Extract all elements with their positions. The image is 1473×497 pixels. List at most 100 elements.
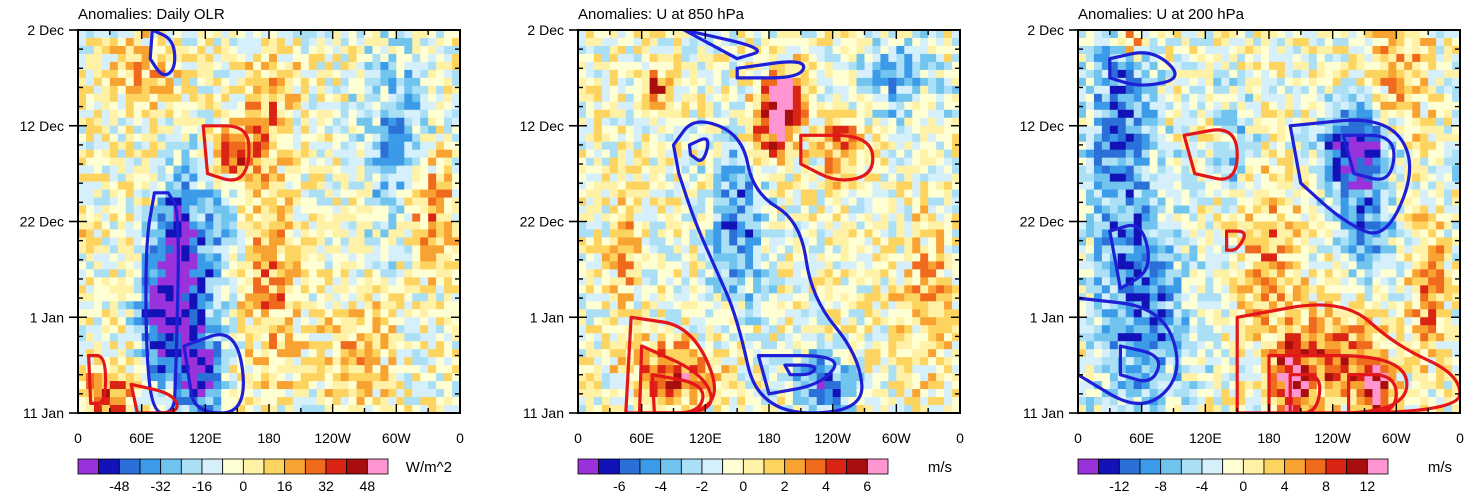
heatmap-cell — [944, 349, 953, 358]
heatmap-cell — [721, 381, 730, 390]
heatmap-cell — [404, 141, 413, 151]
heatmap-cell — [428, 149, 437, 159]
heatmap-cell — [197, 173, 206, 183]
heatmap-cell — [101, 397, 111, 406]
heatmap-cell — [792, 61, 802, 71]
heatmap-cell — [332, 205, 342, 215]
heatmap-cell — [276, 397, 286, 406]
heatmap-cell — [808, 133, 818, 143]
heatmap-cell — [681, 397, 691, 406]
heatmap-cell — [681, 117, 691, 127]
heatmap-cell — [880, 389, 889, 398]
heatmap-cell — [125, 365, 135, 374]
heatmap-cell — [896, 357, 905, 366]
heatmap-cell — [896, 30, 905, 39]
heatmap-cell — [729, 253, 738, 262]
heatmap-cell — [713, 93, 722, 103]
heatmap-cell — [713, 149, 722, 159]
heatmap-cell — [729, 157, 738, 167]
heatmap-cell — [808, 357, 818, 366]
heatmap-cell — [848, 237, 858, 247]
heatmap-cell — [245, 245, 254, 255]
heatmap-cell — [181, 157, 191, 167]
heatmap-cell — [412, 357, 421, 366]
heatmap-cell — [396, 77, 405, 87]
heatmap-cell — [657, 245, 667, 255]
heatmap-cell — [292, 101, 302, 111]
heatmap-cell — [213, 277, 222, 286]
heatmap-cell — [205, 389, 214, 398]
heatmap-cell — [101, 325, 111, 334]
heatmap-cell — [245, 61, 254, 71]
heatmap-cell — [261, 197, 270, 207]
heatmap-cell — [237, 133, 246, 143]
heatmap-cell — [776, 309, 786, 318]
heatmap-cell — [284, 253, 294, 262]
heatmap-cell — [444, 301, 453, 310]
heatmap-cell — [420, 77, 429, 87]
heatmap-cell — [872, 197, 882, 207]
heatmap-cell — [237, 197, 246, 207]
heatmap-cell — [649, 285, 659, 294]
x-tick-label: 0 — [956, 430, 964, 446]
heatmap-cell — [904, 261, 913, 270]
heatmap-cell — [428, 277, 437, 286]
heatmap-cell — [689, 93, 698, 103]
heatmap-cell — [705, 325, 714, 334]
heatmap-cell — [761, 253, 770, 262]
heatmap-cell — [237, 189, 246, 199]
heatmap-cell — [761, 101, 770, 111]
heatmap-cell — [689, 349, 698, 358]
heatmap-cell — [133, 93, 143, 103]
heatmap-cell — [665, 173, 675, 183]
heatmap-cell — [292, 365, 302, 374]
heatmap-cell — [641, 165, 651, 175]
heatmap-cell — [920, 285, 929, 294]
heatmap-cell — [412, 397, 421, 406]
heatmap-cell — [396, 405, 405, 413]
heatmap-cell — [769, 301, 778, 310]
heatmap-cell — [436, 301, 445, 310]
heatmap-cell — [356, 85, 366, 95]
heatmap-cell — [936, 229, 945, 239]
heatmap-cell — [1078, 45, 1087, 55]
heatmap-cell — [673, 389, 683, 398]
heatmap-cell — [237, 101, 246, 111]
heatmap-cell — [404, 389, 413, 398]
heatmap-cell — [936, 85, 945, 95]
heatmap-cell — [784, 165, 794, 175]
heatmap-cell — [657, 357, 667, 366]
heatmap-cell — [649, 53, 659, 63]
heatmap-cell — [904, 30, 913, 39]
heatmap-cell — [681, 245, 691, 255]
heatmap-cell — [388, 405, 397, 413]
heatmap-cell — [276, 261, 286, 270]
heatmap-cell — [300, 317, 310, 326]
heatmap-cell — [340, 37, 350, 47]
heatmap-cell — [181, 77, 191, 87]
heatmap-cell — [269, 101, 278, 111]
heatmap-cell — [141, 101, 151, 111]
heatmap-cell — [713, 133, 722, 143]
heatmap-cell — [1420, 45, 1429, 55]
heatmap-cell — [729, 61, 738, 71]
heatmap-cell — [713, 397, 722, 406]
heatmap-cell — [673, 221, 683, 231]
heatmap-cell — [944, 325, 953, 334]
heatmap-cell — [316, 293, 326, 302]
heatmap-cell — [673, 181, 683, 191]
heatmap-cell — [340, 69, 350, 79]
heatmap-cell — [761, 125, 770, 135]
heatmap-cell — [920, 117, 929, 127]
heatmap-cell — [420, 189, 429, 199]
heatmap-cell — [689, 61, 698, 71]
heatmap-cell — [769, 365, 778, 374]
heatmap-cell — [936, 101, 945, 111]
heatmap-cell — [157, 181, 167, 191]
heatmap-cell — [284, 245, 294, 255]
heatmap-cell — [928, 253, 937, 262]
heatmap-cell — [880, 237, 889, 247]
heatmap-cell — [816, 197, 826, 207]
heatmap-cell — [745, 37, 754, 47]
heatmap-cell — [585, 173, 595, 183]
